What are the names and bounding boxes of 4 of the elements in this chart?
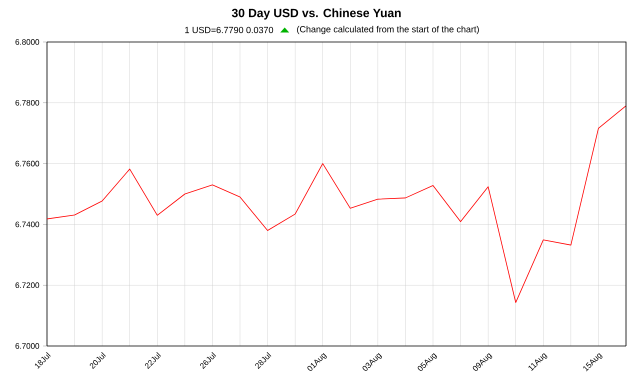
line-series	[46, 105, 626, 303]
text: (Change calculated from the start of the chart)	[297, 26, 479, 34]
chart-title: 30 Day USD vs. Chinese Yuan	[232, 8, 401, 20]
chart-subtitle: 1 USD=6.7790 0.0370	[185, 26, 274, 34]
